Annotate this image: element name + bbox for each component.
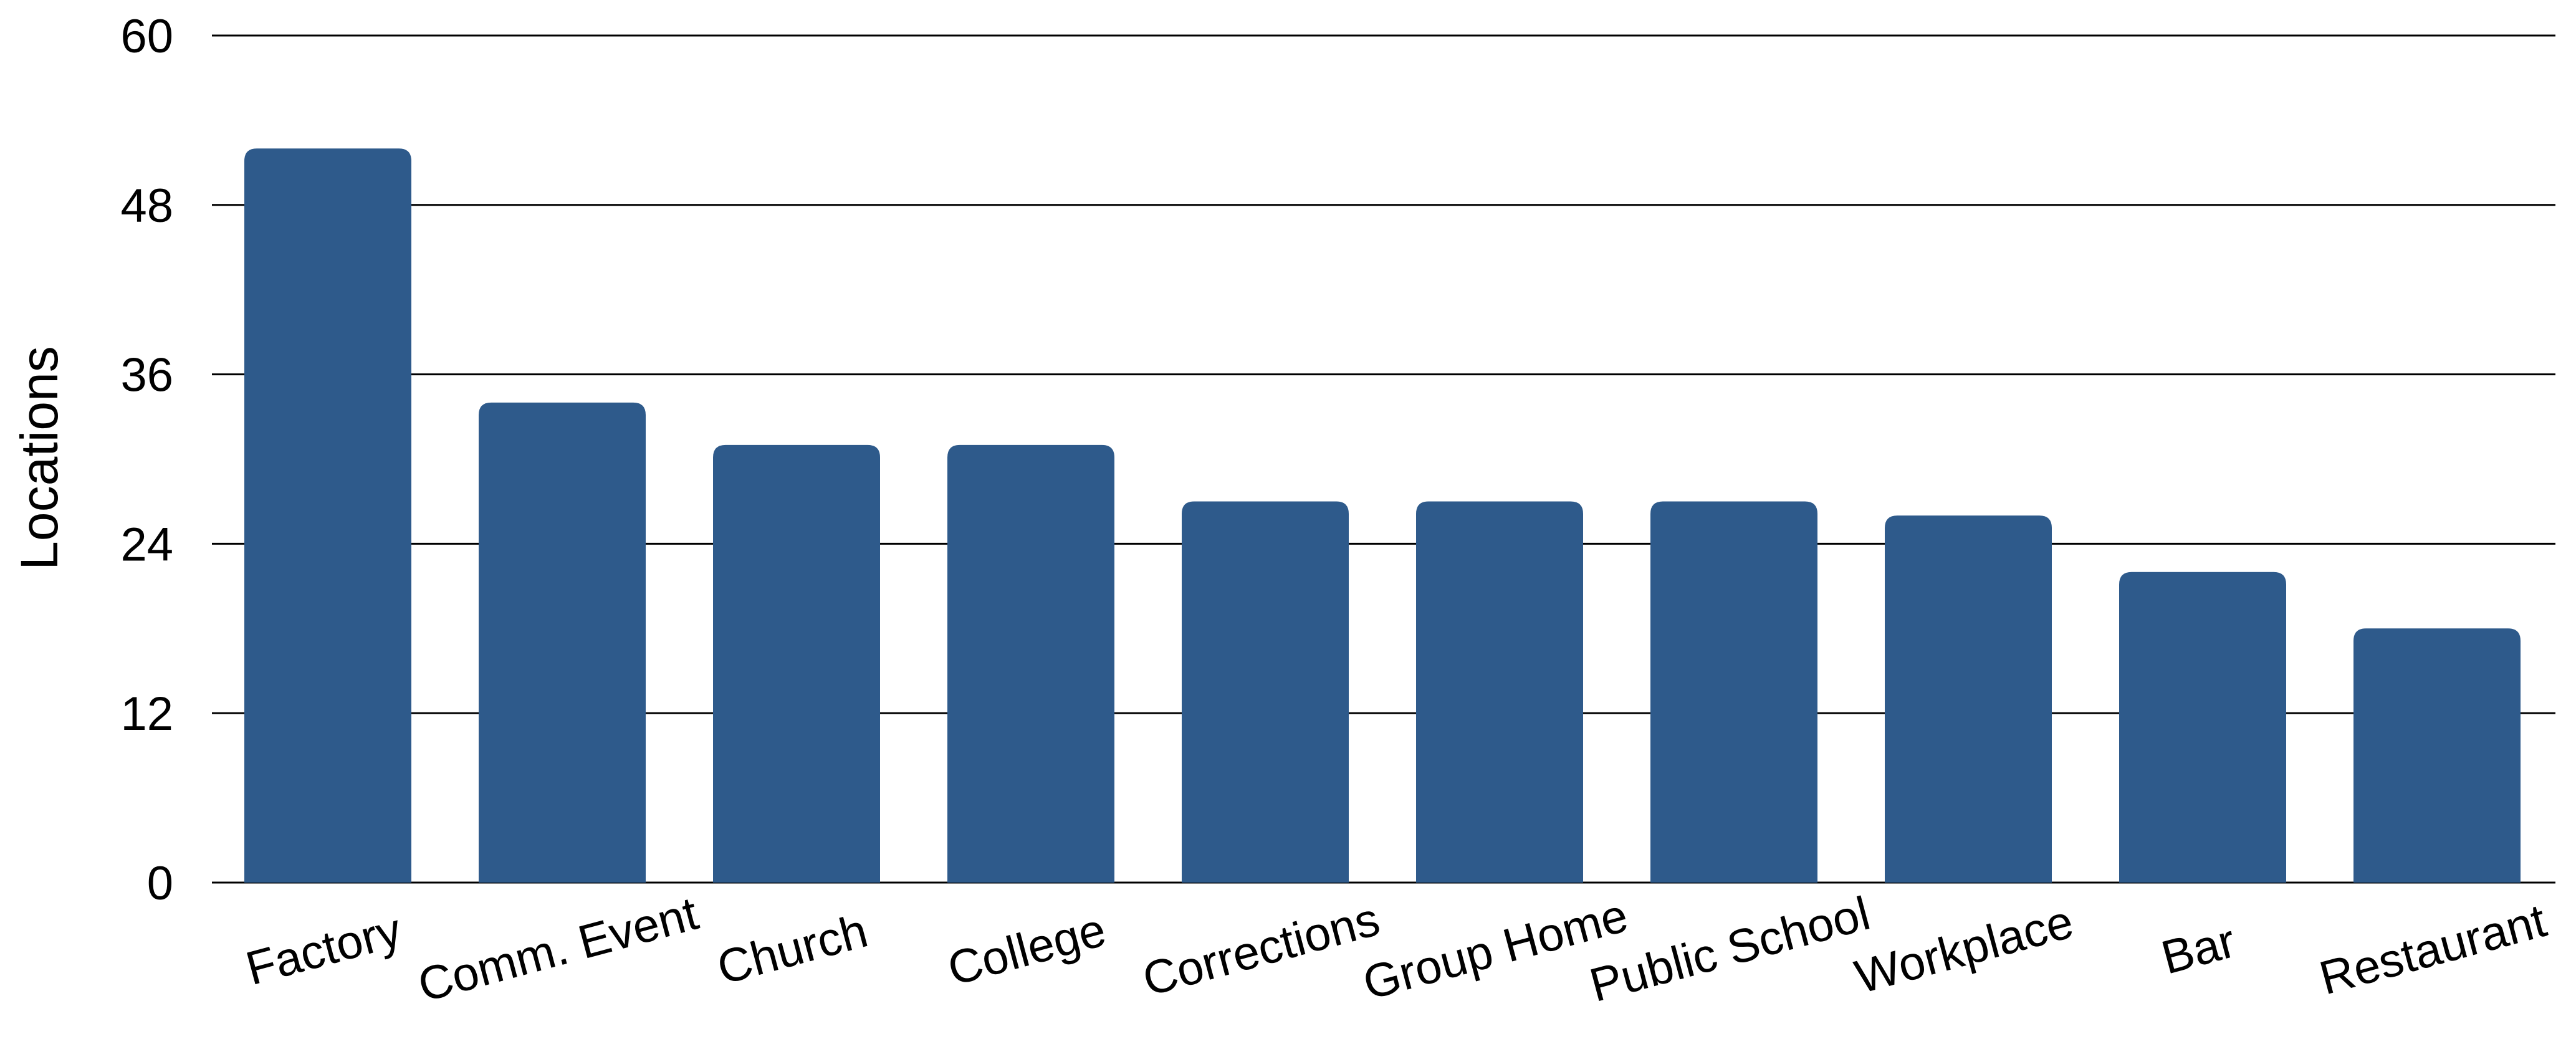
x-tick-label: Workplace [1850, 895, 2079, 1004]
y-tick-label: 48 [120, 180, 173, 232]
y-axis-ticks: 0 12 24 36 48 60 [120, 10, 173, 910]
x-tick-label: Corrections [1137, 893, 1385, 1007]
bar-workplace [1885, 515, 2052, 883]
y-tick-label: 36 [120, 349, 173, 402]
x-tick-label: Comm. Event [413, 887, 704, 1012]
bar-church [713, 444, 880, 883]
bar-college [947, 444, 1114, 883]
bars [244, 148, 2521, 883]
bar-comm-event [479, 402, 646, 883]
bar-bar [2119, 572, 2286, 883]
y-tick-label: 60 [120, 10, 173, 63]
x-axis-labels: Factory Comm. Event Church College Correctio… [241, 887, 2552, 1012]
y-axis-title: Locations [10, 346, 69, 570]
x-tick-label: Factory [241, 904, 407, 996]
x-tick-label: Public School [1584, 887, 1875, 1012]
x-tick-label: College [942, 903, 1111, 996]
bar-corrections [1182, 501, 1349, 883]
x-tick-label: Bar [2156, 914, 2241, 985]
bar-public-school [1650, 501, 1817, 883]
bar-factory [244, 148, 411, 883]
x-tick-label: Restaurant [2314, 894, 2552, 1005]
y-tick-label: 0 [147, 857, 173, 910]
y-tick-label: 12 [120, 687, 173, 740]
x-tick-label: Group Home [1357, 889, 1633, 1010]
bar-group-home [1416, 501, 1583, 883]
y-tick-label: 24 [120, 518, 173, 571]
bar-restaurant [2353, 628, 2521, 883]
x-tick-label: Church [712, 904, 873, 995]
